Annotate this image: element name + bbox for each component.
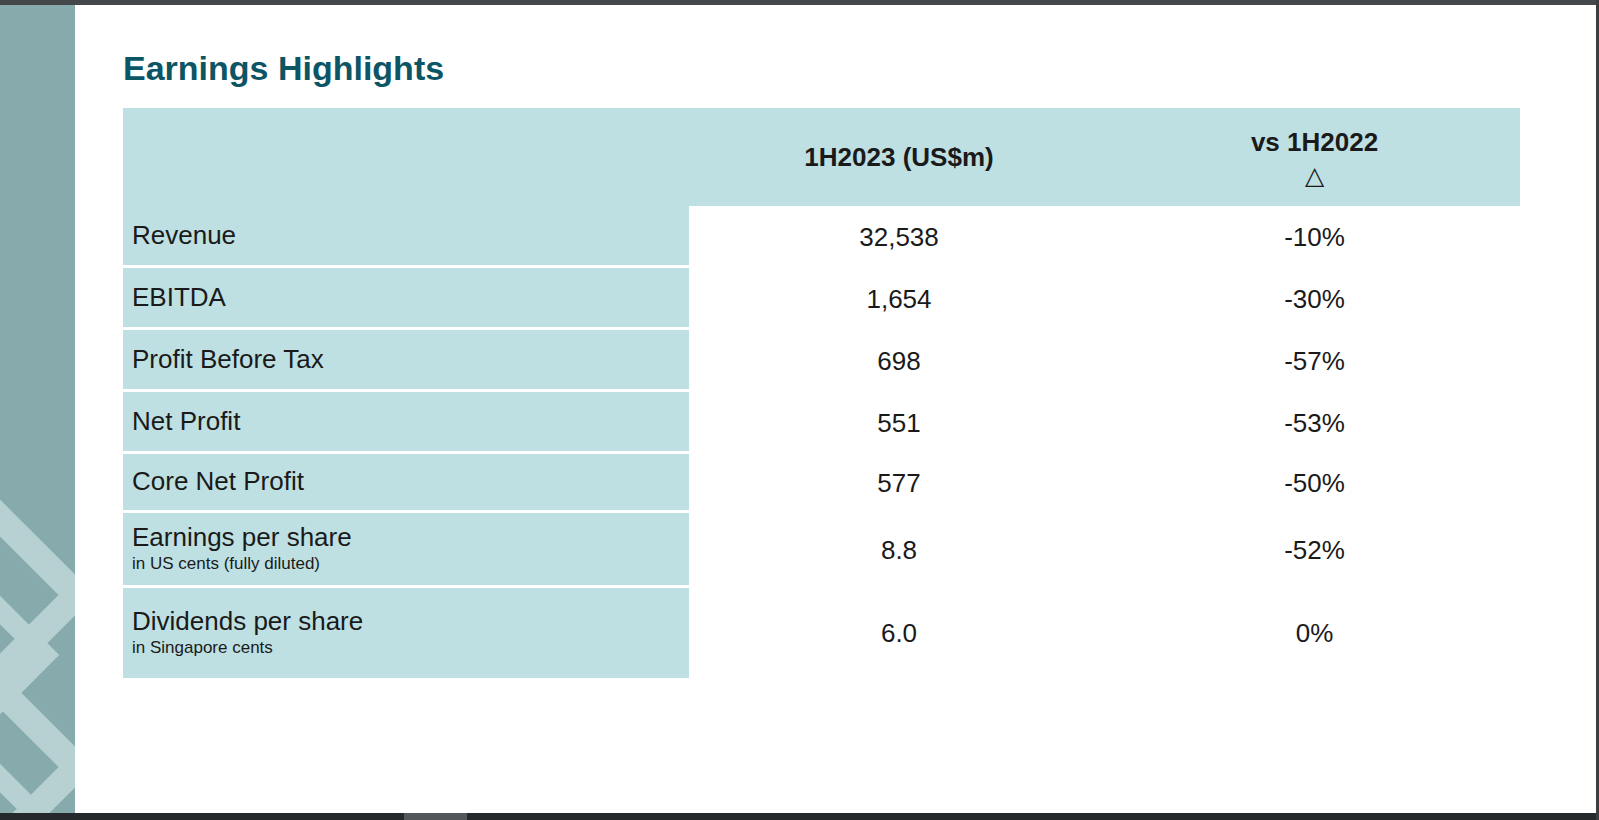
- brand-chevron-pattern-icon: [0, 5, 75, 813]
- row-delta: -10%: [1109, 206, 1520, 268]
- row-label: EBITDA: [132, 282, 689, 313]
- row-value: 8.8: [689, 513, 1109, 588]
- row-sublabel: in US cents (fully diluted): [132, 553, 689, 576]
- row-label: Net Profit: [132, 406, 689, 437]
- row-value: 32,538: [689, 206, 1109, 268]
- row-delta: -53%: [1109, 392, 1520, 454]
- row-label-cell: Dividends per share in Singapore cents: [123, 588, 689, 678]
- row-label-cell: Profit Before Tax: [123, 330, 689, 392]
- row-label-cell: Net Profit: [123, 392, 689, 454]
- row-value: 6.0: [689, 588, 1109, 678]
- table-row: Profit Before Tax 698 -57%: [123, 330, 1520, 392]
- row-delta: -52%: [1109, 513, 1520, 588]
- table-row: EBITDA 1,654 -30%: [123, 268, 1520, 330]
- row-delta: -30%: [1109, 268, 1520, 330]
- window-top-edge: [0, 0, 1599, 5]
- row-delta: 0%: [1109, 588, 1520, 678]
- row-delta: -50%: [1109, 454, 1520, 513]
- header-comparison-label: vs 1H2022: [1251, 127, 1378, 158]
- row-label: Earnings per share: [132, 522, 689, 553]
- slide-sidebar: [0, 5, 75, 813]
- row-label-cell: EBITDA: [123, 268, 689, 330]
- row-label: Revenue: [132, 220, 689, 251]
- table-row: Dividends per share in Singapore cents 6…: [123, 588, 1520, 678]
- row-value: 551: [689, 392, 1109, 454]
- horizontal-scrollbar-track[interactable]: [0, 813, 1599, 820]
- delta-triangle-icon: △: [1305, 163, 1324, 188]
- table-header-row: 1H2023 (US$m) vs 1H2022 △: [123, 108, 1520, 206]
- table-row: Core Net Profit 577 -50%: [123, 454, 1520, 513]
- table-rows: Revenue 32,538 -10% EBITDA 1,654 -30% Pr…: [123, 206, 1520, 678]
- earnings-table: 1H2023 (US$m) vs 1H2022 △ Revenue 32,538…: [123, 108, 1520, 678]
- table-row: Net Profit 551 -53%: [123, 392, 1520, 454]
- row-label: Core Net Profit: [132, 466, 689, 497]
- row-label: Dividends per share: [132, 606, 689, 637]
- row-label-cell: Revenue: [123, 206, 689, 268]
- header-cell-comparison: vs 1H2022 △: [1109, 108, 1520, 206]
- row-delta: -57%: [1109, 330, 1520, 392]
- header-cell-empty: [123, 108, 689, 206]
- table-row: Earnings per share in US cents (fully di…: [123, 513, 1520, 588]
- row-label-cell: Core Net Profit: [123, 454, 689, 513]
- slide-title: Earnings Highlights: [123, 50, 444, 86]
- horizontal-scrollbar-thumb[interactable]: [404, 813, 467, 820]
- app-window: Earnings Highlights 1H2023 (US$m) vs 1H2…: [0, 0, 1599, 820]
- row-label: Profit Before Tax: [132, 344, 689, 375]
- row-label-cell: Earnings per share in US cents (fully di…: [123, 513, 689, 588]
- row-value: 577: [689, 454, 1109, 513]
- table-row: Revenue 32,538 -10%: [123, 206, 1520, 268]
- row-value: 698: [689, 330, 1109, 392]
- header-cell-period: 1H2023 (US$m): [689, 108, 1109, 206]
- row-sublabel: in Singapore cents: [132, 637, 689, 660]
- row-value: 1,654: [689, 268, 1109, 330]
